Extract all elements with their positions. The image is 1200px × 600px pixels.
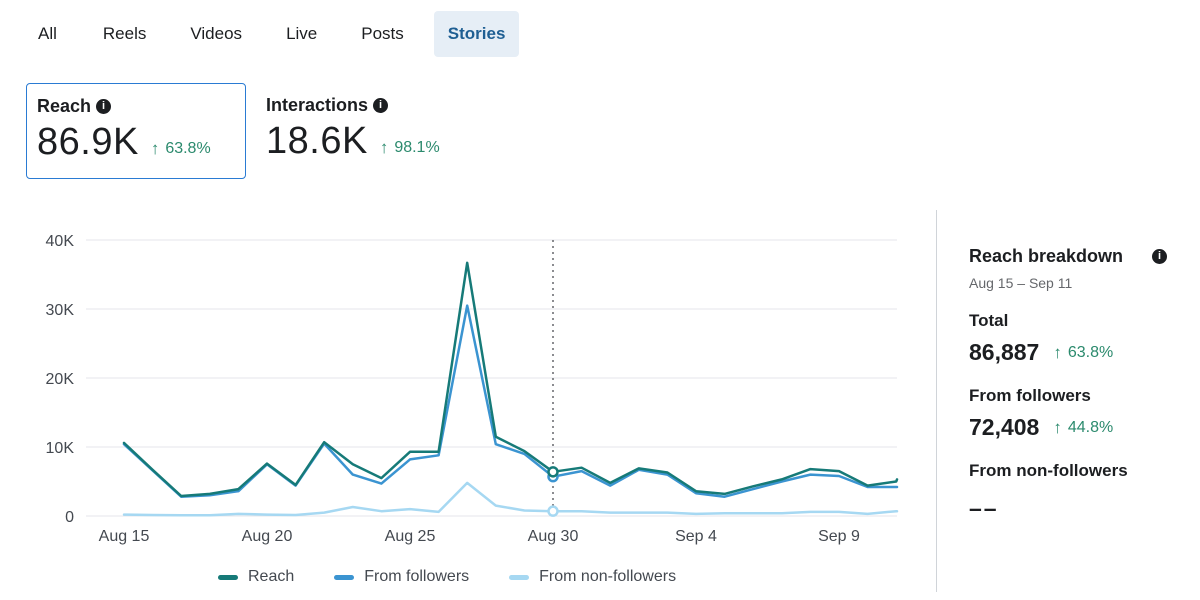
tab-posts[interactable]: Posts — [361, 24, 404, 43]
interactions-metric-label: Interactions — [266, 95, 369, 115]
breakdown-followers-change: ↑ 44.8% — [1053, 418, 1113, 438]
series-line-reach — [122, 261, 899, 498]
legend-label-followers: From followers — [364, 568, 470, 585]
breakdown-date-range: Aug 15 – Sep 11 — [969, 275, 1073, 291]
info-icon[interactable]: i — [373, 98, 389, 113]
breakdown-title: Reach breakdown i — [969, 246, 1167, 267]
x-tick-label: Sep 9 — [818, 528, 860, 545]
breakdown-followers-label: From followers — [969, 386, 1091, 405]
x-tick-label: Aug 30 — [528, 528, 579, 545]
hover-marker-non-followers — [547, 505, 559, 517]
tab-reels[interactable]: Reels — [102, 24, 147, 43]
interactions-change-value: 98.1% — [394, 139, 440, 156]
legend-swatch-non-followers — [509, 574, 530, 580]
breakdown-title-text: Reach breakdown — [969, 246, 1124, 266]
legend-label-reach: Reach — [248, 568, 295, 585]
breakdown-total-change-value: 63.8% — [1067, 343, 1114, 361]
series-line-non-followers — [122, 481, 899, 517]
interactions-metric-card[interactable]: Interactions i 18.6K ↑ 98.1% — [256, 83, 486, 179]
chart-legend: Reach From followers From non-followers — [218, 568, 716, 586]
interactions-metric-change: ↑ 98.1% — [380, 138, 440, 158]
interactions-metric-title: Interactions i — [266, 95, 476, 116]
breakdown-non-followers-label: From non-followers — [969, 461, 1128, 480]
legend-label-non-followers: From non-followers — [539, 568, 677, 585]
legend-swatch-reach — [218, 574, 238, 580]
reach-metric-value: 86.9K — [37, 121, 139, 163]
arrow-up-icon: ↑ — [1053, 342, 1062, 362]
breakdown-total-label: Total — [969, 311, 1009, 330]
x-tick-label: Sep 4 — [675, 528, 717, 545]
tab-live[interactable]: Live — [286, 24, 318, 43]
reach-metric-label: Reach — [37, 96, 92, 116]
x-tick-label: Aug 20 — [242, 528, 293, 545]
arrow-up-icon: ↑ — [379, 138, 389, 157]
vertical-divider — [936, 210, 937, 592]
info-icon[interactable]: i — [96, 99, 112, 114]
reach-change-value: 63.8% — [165, 140, 211, 157]
y-tick-label: 40K — [46, 233, 75, 250]
reach-metric-card[interactable]: Reach i 86.9K ↑ 63.8% — [26, 83, 246, 179]
breakdown-followers-value: 72,408 — [969, 414, 1040, 440]
legend-item-followers[interactable]: From followers — [334, 568, 469, 586]
content-type-tabs: All Reels Videos Live Posts Stories — [24, 11, 520, 57]
hover-marker-reach — [547, 466, 559, 478]
tab-all[interactable]: All — [38, 24, 57, 43]
breakdown-total-change: ↑ 63.8% — [1053, 343, 1113, 363]
y-tick-label: 0 — [65, 509, 74, 526]
interactions-metric-value: 18.6K — [266, 120, 368, 162]
legend-item-reach[interactable]: Reach — [218, 568, 294, 586]
reach-breakdown-panel: Reach breakdown i Aug 15 – Sep 11 Total … — [969, 246, 1189, 522]
reach-line-chart[interactable]: 0 10K 20K 30K 40K Aug 15 Aug 20 Aug 25 Aug 30 Sep… — [0, 210, 930, 560]
y-tick-label: 10K — [46, 440, 75, 457]
x-tick-label: Aug 15 — [99, 528, 150, 545]
breakdown-total-value: 86,887 — [969, 339, 1040, 365]
tab-videos[interactable]: Videos — [190, 24, 243, 43]
info-icon[interactable]: i — [1152, 249, 1167, 264]
y-tick-label: 20K — [46, 371, 75, 388]
x-tick-label: Aug 25 — [385, 528, 436, 545]
legend-swatch-followers — [334, 574, 355, 580]
legend-item-non-followers[interactable]: From non-followers — [509, 568, 676, 586]
breakdown-non-followers-value: –– — [969, 495, 999, 521]
series-line-followers — [122, 304, 899, 498]
reach-metric-change: ↑ 63.8% — [151, 139, 211, 159]
arrow-up-icon: ↑ — [150, 139, 160, 158]
reach-metric-title: Reach i — [37, 96, 235, 117]
tab-stories[interactable]: Stories — [433, 11, 520, 57]
arrow-up-icon: ↑ — [1053, 417, 1062, 437]
breakdown-followers-change-value: 44.8% — [1067, 418, 1114, 436]
y-tick-label: 30K — [46, 302, 75, 319]
